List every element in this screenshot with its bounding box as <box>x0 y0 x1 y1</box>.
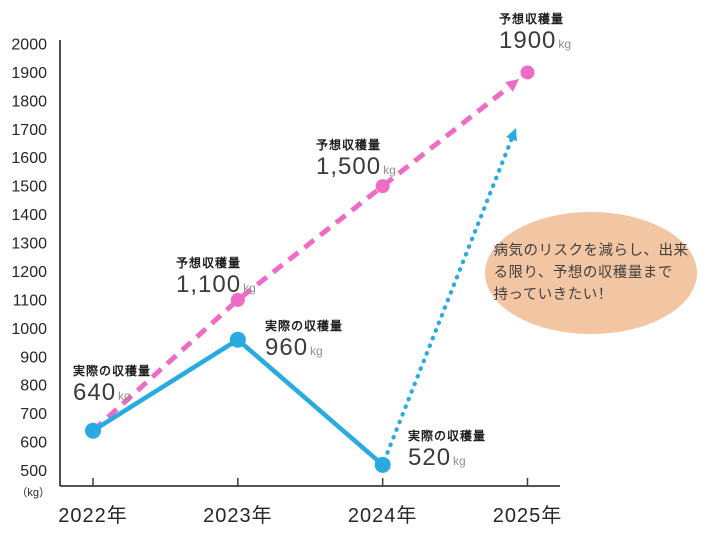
predicted-line-arrowhead <box>505 78 520 92</box>
x-axis-label: 2025年 <box>493 504 563 527</box>
x-axis-label: 2022年 <box>58 504 128 527</box>
y-axis-tick-label: 1100 <box>13 292 48 309</box>
y-axis-tick-label: 1500 <box>11 179 47 196</box>
predicted-point <box>230 292 245 307</box>
annotation-bubble: 病気のリスクを減らし、出来 る限り、予想の収穫量まで 持っていきたい！ <box>485 212 697 334</box>
y-axis-tick-label: 600 <box>20 435 47 452</box>
y-axis-tick-label: 500 <box>20 463 47 480</box>
predicted-point <box>520 65 535 80</box>
y-axis-tick-label: 1700 <box>11 122 47 139</box>
y-axis-tick-label: 1300 <box>11 236 47 253</box>
predicted-point <box>375 179 390 194</box>
bubble-line-3: 持っていきたい！ <box>493 287 613 303</box>
y-axis-tick-label: 1000 <box>11 321 47 338</box>
actual-point <box>85 422 101 439</box>
y-axis-tick-label: 2000 <box>11 37 47 54</box>
annotation-bubble-text: 病気のリスクを減らし、出来 る限り、予想の収穫量まで 持っていきたい！ <box>494 240 689 306</box>
y-axis-tick-label: 1600 <box>11 150 47 167</box>
bubble-line-1: 病気のリスクを減らし、出来 <box>493 243 689 259</box>
actual-point <box>229 331 246 348</box>
y-axis-tick-label: 900 <box>20 349 47 366</box>
y-axis-tick-label: 1900 <box>11 65 47 82</box>
y-axis-tick-label: 1400 <box>11 207 47 224</box>
goal-arrow-line <box>385 137 514 455</box>
bubble-line-2: る限り、予想の収穫量まで <box>493 265 673 281</box>
goal-arrow-head <box>506 128 517 142</box>
y-axis-tick-label: 1800 <box>11 93 47 110</box>
actual-point <box>374 456 391 473</box>
y-axis-tick-label: 800 <box>20 378 47 395</box>
y-axis-unit-label: （kg） <box>16 486 50 499</box>
predicted-line <box>91 84 511 433</box>
x-axis-label: 2024年 <box>348 504 418 527</box>
x-axis-label: 2023年 <box>203 504 273 527</box>
y-axis-tick-label: 1200 <box>11 264 47 281</box>
y-axis-tick-label: 700 <box>20 406 47 423</box>
actual-line <box>90 337 385 468</box>
